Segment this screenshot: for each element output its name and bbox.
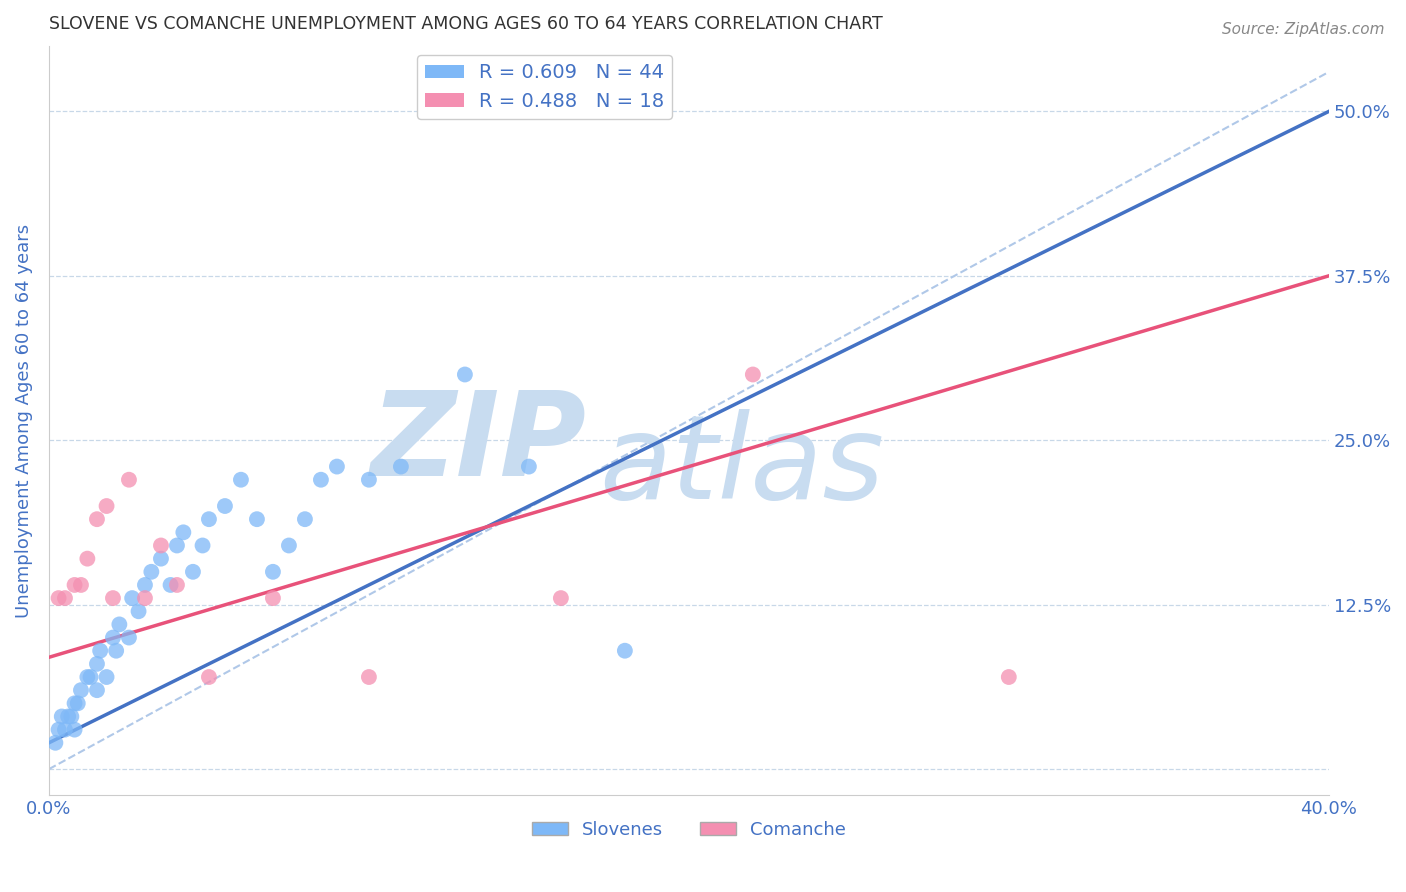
Point: [389, 459, 412, 474]
Point: [246, 512, 269, 526]
Point: [166, 578, 188, 592]
Point: [70, 578, 93, 592]
Point: [309, 473, 332, 487]
Point: [166, 539, 188, 553]
Point: [229, 473, 252, 487]
Point: [326, 459, 349, 474]
Point: [198, 670, 221, 684]
Point: [134, 578, 156, 592]
Point: [89, 644, 111, 658]
Point: [108, 617, 131, 632]
Point: [149, 551, 172, 566]
Point: [741, 368, 763, 382]
Point: [357, 473, 380, 487]
Point: [56, 709, 79, 723]
Point: [60, 709, 83, 723]
Point: [198, 512, 221, 526]
Point: [53, 723, 76, 737]
Point: [63, 723, 86, 737]
Point: [278, 539, 301, 553]
Point: [181, 565, 204, 579]
Text: Source: ZipAtlas.com: Source: ZipAtlas.com: [1222, 22, 1385, 37]
Point: [66, 696, 89, 710]
Point: [96, 670, 118, 684]
Point: [159, 578, 181, 592]
Text: atlas: atlas: [599, 409, 884, 523]
Point: [96, 499, 118, 513]
Point: [172, 525, 194, 540]
Point: [214, 499, 236, 513]
Point: [101, 631, 124, 645]
Point: [48, 591, 70, 606]
Point: [53, 591, 76, 606]
Point: [128, 604, 150, 618]
Text: SLOVENE VS COMANCHE UNEMPLOYMENT AMONG AGES 60 TO 64 YEARS CORRELATION CHART: SLOVENE VS COMANCHE UNEMPLOYMENT AMONG A…: [49, 15, 883, 33]
Point: [101, 591, 124, 606]
Point: [70, 683, 93, 698]
Point: [63, 696, 86, 710]
Point: [86, 683, 108, 698]
Point: [262, 565, 284, 579]
Text: ZIP: ZIP: [371, 385, 586, 500]
Y-axis label: Unemployment Among Ages 60 to 64 years: Unemployment Among Ages 60 to 64 years: [15, 224, 32, 617]
Point: [118, 473, 141, 487]
Point: [357, 670, 380, 684]
Point: [63, 578, 86, 592]
Point: [44, 736, 66, 750]
Point: [51, 709, 73, 723]
Point: [294, 512, 316, 526]
Point: [86, 512, 108, 526]
Point: [134, 591, 156, 606]
Point: [454, 368, 477, 382]
Point: [105, 644, 128, 658]
Legend: Slovenes, Comanche: Slovenes, Comanche: [524, 814, 853, 847]
Point: [121, 591, 143, 606]
Point: [86, 657, 108, 671]
Point: [118, 631, 141, 645]
Point: [141, 565, 163, 579]
Point: [48, 723, 70, 737]
Point: [149, 539, 172, 553]
Point: [262, 591, 284, 606]
Point: [76, 670, 98, 684]
Point: [613, 644, 636, 658]
Point: [76, 551, 98, 566]
Point: [998, 670, 1021, 684]
Point: [550, 591, 572, 606]
Point: [517, 459, 540, 474]
Point: [79, 670, 101, 684]
Point: [191, 539, 214, 553]
